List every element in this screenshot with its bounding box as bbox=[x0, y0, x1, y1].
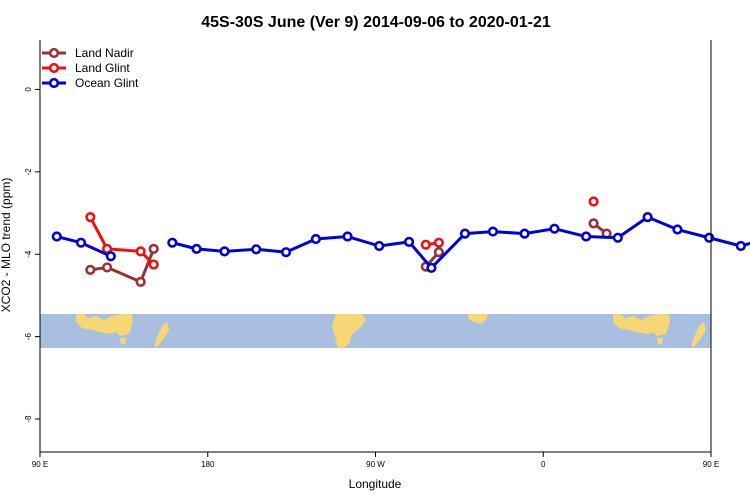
series-0-point-1 bbox=[103, 264, 111, 272]
legend-label-1: Land Glint bbox=[75, 61, 130, 75]
legend: Land NadirLand GlintOcean Glint bbox=[42, 46, 139, 90]
series-2-point-22 bbox=[737, 242, 745, 250]
ocean-band bbox=[40, 314, 711, 348]
legend-item-1: Land Glint bbox=[42, 61, 130, 75]
series-2-point-16 bbox=[551, 225, 559, 233]
land-tasmania-right bbox=[657, 338, 663, 344]
series-2-point-18 bbox=[614, 234, 622, 242]
x-tick-label-1: 180 bbox=[201, 460, 215, 469]
series-1-point-5 bbox=[435, 239, 443, 247]
y-tick-label-0: 0 bbox=[24, 87, 33, 92]
series-2-point-6 bbox=[252, 245, 260, 253]
series-1-point-3 bbox=[150, 261, 158, 269]
series-2-line-1 bbox=[172, 217, 750, 268]
series-2-point-8 bbox=[312, 235, 320, 243]
series-0-point-6 bbox=[590, 220, 598, 228]
series-2-point-0 bbox=[53, 233, 61, 241]
series-2-point-10 bbox=[375, 242, 383, 250]
series-2-point-17 bbox=[582, 233, 590, 241]
legend-item-2: Ocean Glint bbox=[42, 76, 139, 90]
series-2-point-3 bbox=[169, 239, 177, 247]
series-2-point-9 bbox=[344, 233, 352, 241]
series-1-line-0 bbox=[90, 217, 153, 264]
x-tick-label-4: 90 E bbox=[703, 460, 719, 469]
map-strip bbox=[40, 314, 711, 348]
series-2-point-19 bbox=[644, 213, 652, 221]
series-layer bbox=[53, 198, 750, 286]
series-2-point-12 bbox=[428, 264, 436, 272]
legend-label-2: Ocean Glint bbox=[75, 76, 139, 90]
x-tick-label-3: 0 bbox=[541, 460, 546, 469]
x-axis-label: Longitude bbox=[349, 477, 402, 491]
series-1 bbox=[87, 198, 750, 269]
series-2-point-20 bbox=[674, 226, 682, 234]
series-1-point-6 bbox=[590, 198, 598, 206]
series-0-point-3 bbox=[150, 245, 158, 253]
x-ticks: 90 E 180 90 W 0 90 E bbox=[32, 452, 719, 469]
y-ticks: 0 -2 -4 -6 -8 bbox=[24, 87, 40, 423]
series-2-point-15 bbox=[521, 230, 529, 238]
y-tick-label-1: -2 bbox=[24, 168, 33, 176]
series-2-point-4 bbox=[193, 245, 201, 253]
legend-item-0: Land Nadir bbox=[42, 46, 134, 60]
legend-marker-0 bbox=[50, 49, 58, 57]
legend-marker-2 bbox=[50, 79, 58, 87]
legend-marker-1 bbox=[50, 64, 58, 72]
y-tick-label-3: -6 bbox=[24, 333, 33, 341]
series-2-point-11 bbox=[405, 238, 413, 246]
y-tick-label-2: -4 bbox=[24, 250, 33, 258]
series-1-point-0 bbox=[87, 213, 95, 221]
series-1-point-4 bbox=[422, 241, 430, 249]
y-axis-label: XCO2 - MLO trend (ppm) bbox=[0, 178, 13, 313]
legend-label-0: Land Nadir bbox=[75, 46, 134, 60]
series-2-point-1 bbox=[77, 239, 85, 247]
series-0-point-2 bbox=[137, 278, 145, 286]
series-0-point-5 bbox=[435, 248, 443, 256]
series-2-point-2 bbox=[107, 252, 115, 260]
series-1-point-2 bbox=[137, 248, 145, 256]
x-tick-label-0: 90 E bbox=[32, 460, 48, 469]
series-2-point-5 bbox=[221, 248, 229, 256]
series-2-point-14 bbox=[489, 228, 497, 236]
series-2-point-7 bbox=[282, 248, 290, 256]
y-tick-label-4: -8 bbox=[24, 415, 33, 423]
series-2-point-21 bbox=[705, 234, 713, 242]
series-2-point-13 bbox=[461, 230, 469, 238]
series-0-point-0 bbox=[87, 266, 95, 274]
land-tasmania-left bbox=[120, 338, 126, 344]
x-tick-label-2: 90 W bbox=[366, 460, 385, 469]
chart-title: 45S-30S June (Ver 9) 2014-09-06 to 2020-… bbox=[201, 14, 551, 31]
